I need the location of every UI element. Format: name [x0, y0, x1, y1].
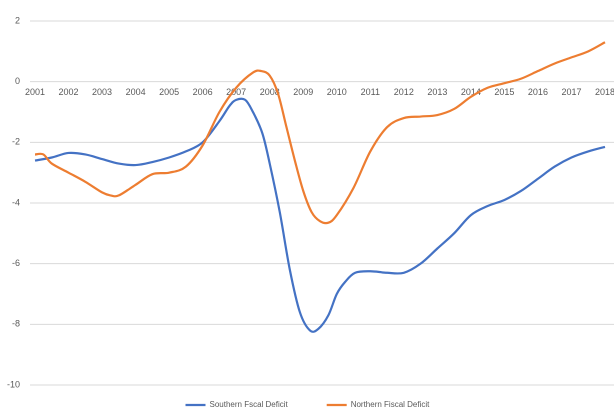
x-tick-label: 2002 — [59, 87, 79, 97]
series-line — [34, 97, 606, 333]
x-tick-label: 2005 — [159, 87, 179, 97]
y-tick-label: -8 — [12, 319, 20, 329]
x-tick-label: 2014 — [461, 87, 481, 97]
y-tick-label: -4 — [12, 197, 20, 207]
x-tick-label: 2018 — [595, 87, 614, 97]
x-tick-label: 2016 — [528, 87, 548, 97]
legend-label: Northern Fiscal Deficit — [351, 400, 430, 409]
y-tick-label: -6 — [12, 258, 20, 268]
x-tick-label: 2009 — [293, 87, 313, 97]
x-tick-label: 2010 — [327, 87, 347, 97]
x-tick-label: 2003 — [92, 87, 112, 97]
x-tick-label: 2017 — [561, 87, 581, 97]
x-tick-label: 2011 — [361, 87, 380, 97]
series-line — [34, 41, 606, 225]
y-tick-label: 0 — [15, 76, 20, 86]
y-tick-label: -2 — [12, 137, 20, 147]
x-tick-label: 2013 — [427, 87, 447, 97]
x-tick-label: 2007 — [226, 87, 246, 97]
x-tick-label: 2006 — [193, 87, 213, 97]
x-tick-label: 2004 — [126, 87, 146, 97]
legend-label: Southern Fscal Deficit — [210, 400, 289, 409]
x-tick-label: 2012 — [394, 87, 414, 97]
y-tick-label: 2 — [15, 15, 20, 25]
y-tick-label: -10 — [7, 379, 20, 389]
x-tick-label: 2008 — [260, 87, 280, 97]
x-tick-label: 2015 — [494, 87, 514, 97]
x-tick-label: 2001 — [25, 87, 45, 97]
